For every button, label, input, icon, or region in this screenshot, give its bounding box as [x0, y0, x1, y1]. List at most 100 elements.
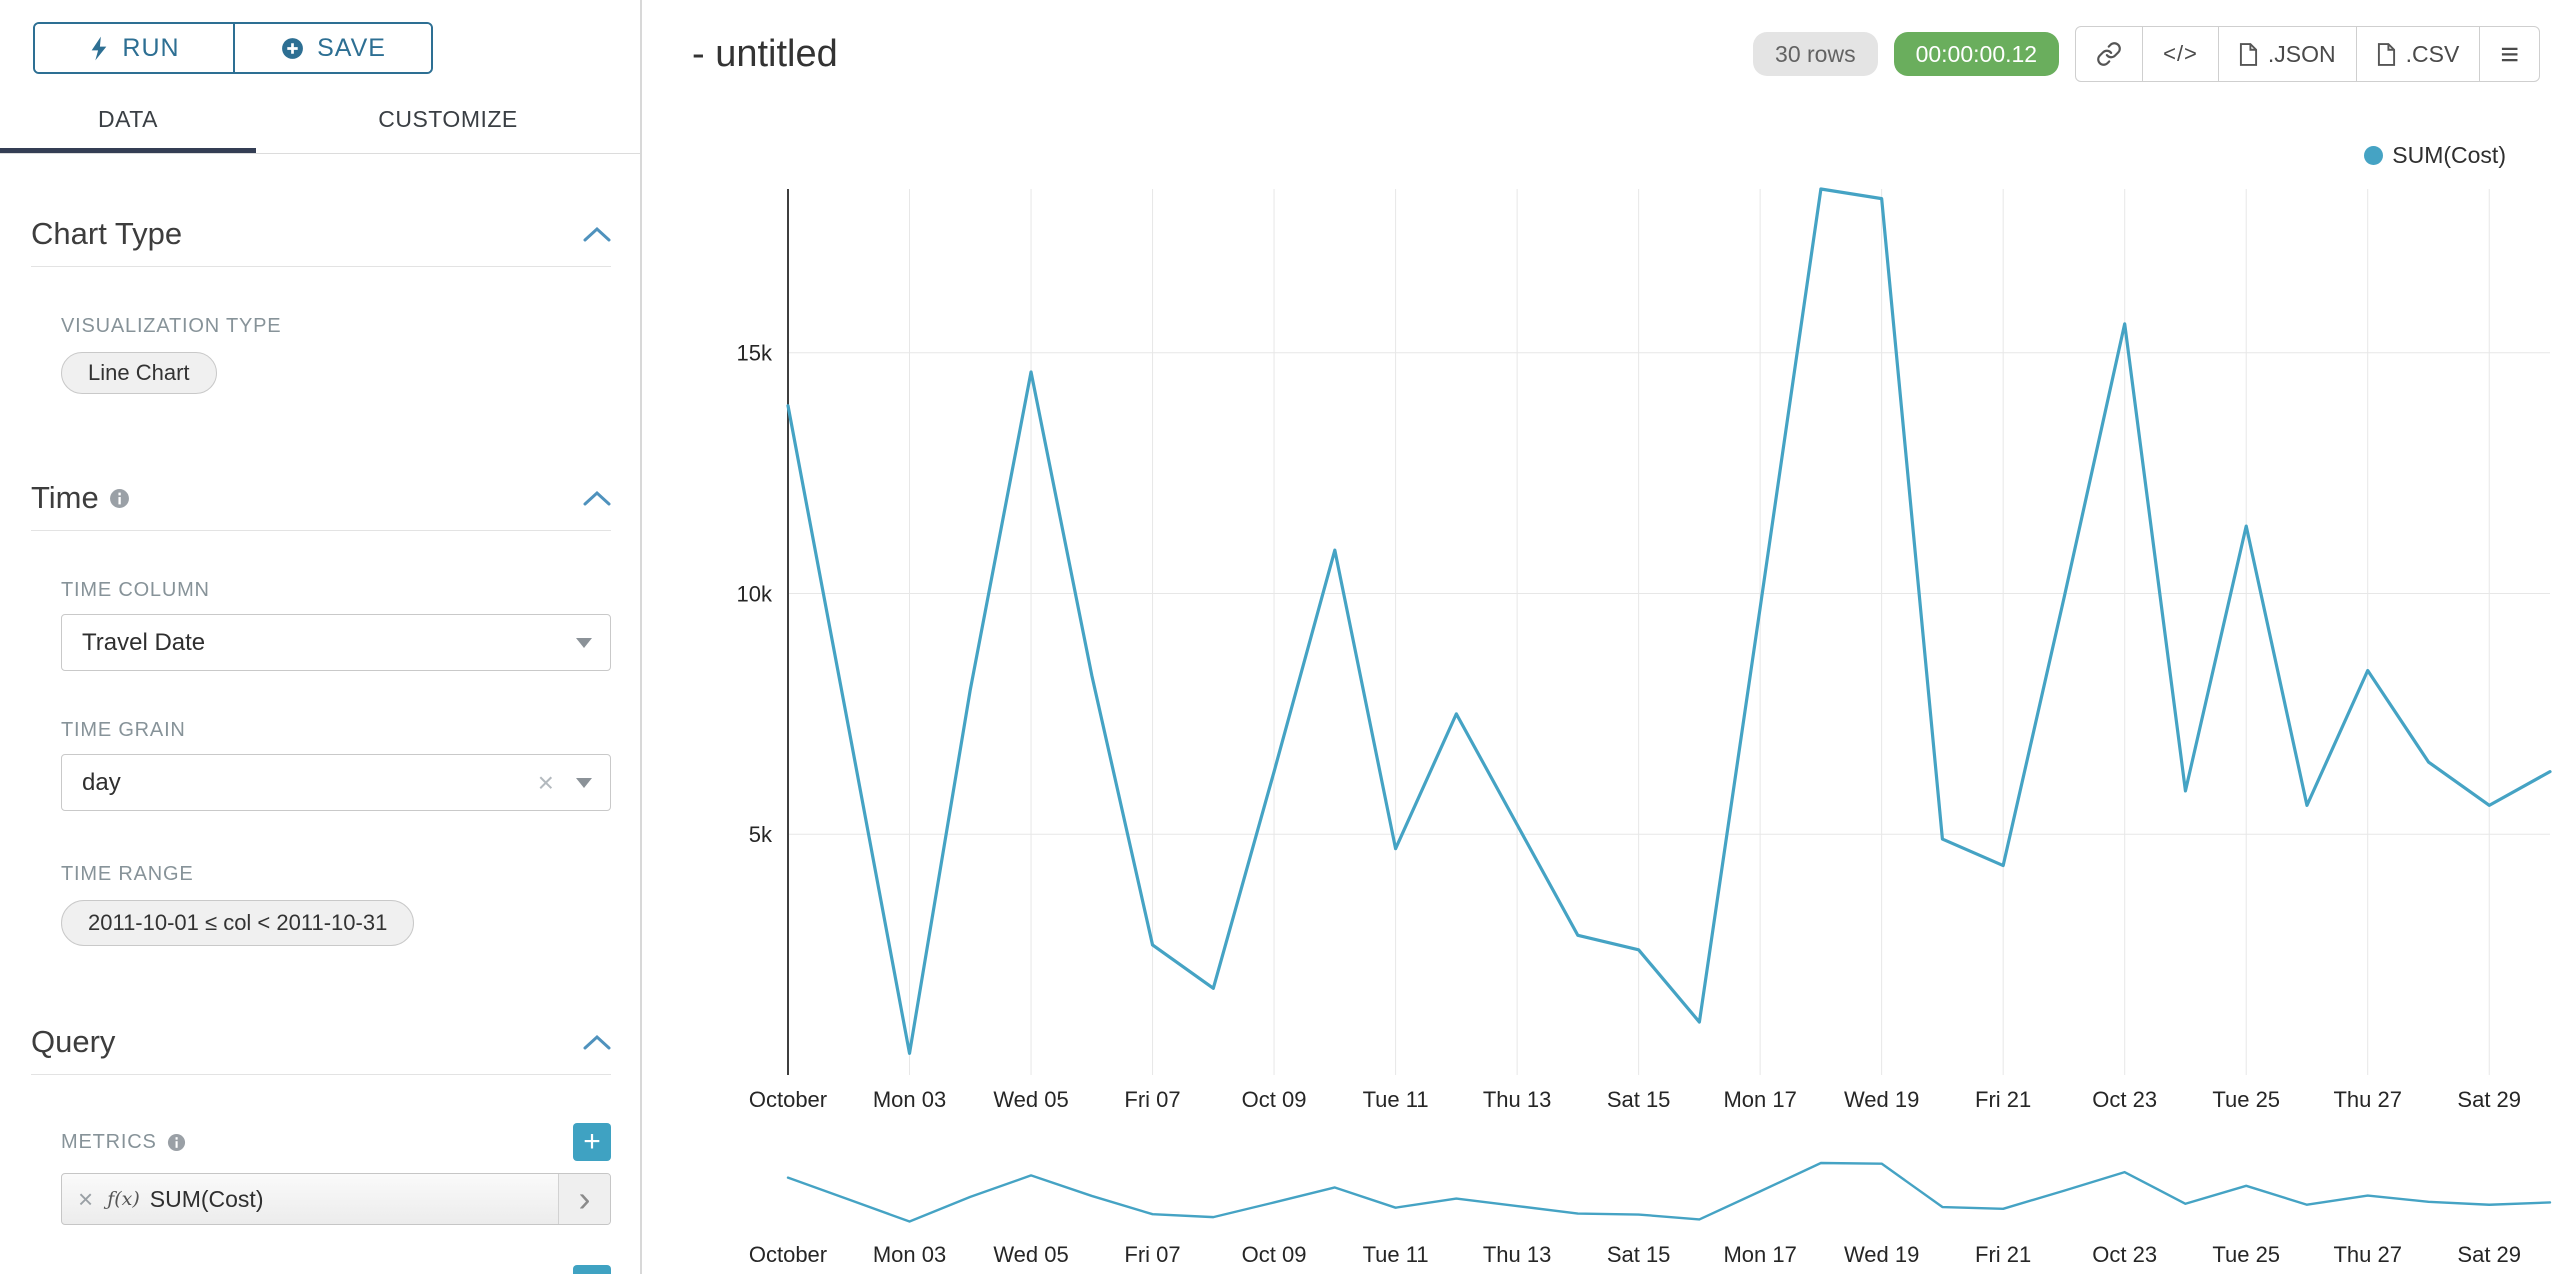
- visualization-type-value[interactable]: Line Chart: [61, 352, 217, 394]
- svg-text:Wed 05: Wed 05: [993, 1087, 1068, 1112]
- time-grain-value: day: [82, 768, 121, 796]
- chevron-down-icon: [576, 637, 592, 648]
- svg-text:Fri 07: Fri 07: [1124, 1242, 1180, 1267]
- legend-dot-icon: [2364, 146, 2384, 165]
- metrics-label: METRICS: [61, 1130, 157, 1153]
- svg-text:Sat 15: Sat 15: [1607, 1087, 1671, 1112]
- svg-text:Wed 19: Wed 19: [1844, 1087, 1919, 1112]
- filters-label-row: FILTERS +: [61, 1265, 611, 1274]
- chevron-down-icon: [576, 777, 592, 788]
- share-link-button[interactable]: [2075, 26, 2144, 82]
- svg-text:Tue 11: Tue 11: [1363, 1242, 1429, 1267]
- chevron-up-icon: [583, 1034, 611, 1051]
- section-chart-type-header[interactable]: Chart Type: [31, 216, 611, 252]
- svg-text:Oct 09: Oct 09: [1242, 1087, 1307, 1112]
- section-title: Time: [31, 480, 99, 515]
- expand-metric-icon[interactable]: ›: [558, 1174, 610, 1224]
- clear-icon[interactable]: ×: [537, 766, 554, 798]
- svg-text:October: October: [749, 1242, 827, 1267]
- svg-text:15k: 15k: [737, 341, 773, 366]
- page-title: - untitled: [692, 32, 838, 75]
- section-title: Chart Type: [31, 216, 183, 251]
- main-line-chart[interactable]: October Mon 03 Wed 05 Fri 07 Oct 09 Tue 11 Thu…: [642, 185, 2576, 1125]
- section-time-header[interactable]: Time: [31, 480, 611, 516]
- save-button[interactable]: SAVE: [233, 24, 431, 72]
- code-icon: </>: [2163, 41, 2198, 66]
- info-icon: [109, 488, 130, 509]
- brush-context-chart[interactable]: October Mon 03 Wed 05 Fri 07 Oct 09 Tue 11 Thu…: [642, 1137, 2576, 1272]
- embed-code-button[interactable]: </>: [2142, 26, 2219, 82]
- fx-icon: ƒ(x): [107, 1188, 140, 1210]
- export-button-group: </> .JSON .CSV ≡: [2075, 26, 2540, 82]
- divider: [31, 266, 611, 267]
- svg-text:Mon 03: Mon 03: [873, 1242, 946, 1267]
- svg-text:Tue 11: Tue 11: [1363, 1087, 1429, 1112]
- svg-text:Fri 21: Fri 21: [1975, 1242, 2031, 1267]
- time-range-value[interactable]: 2011-10-01 ≤ col < 2011-10-31: [61, 900, 415, 946]
- chart-menu-button[interactable]: ≡: [2479, 26, 2540, 82]
- svg-text:Thu 13: Thu 13: [1483, 1087, 1552, 1112]
- metric-name: SUM(Cost): [149, 1185, 264, 1212]
- panel-body: Chart Type VISUALIZATION TYPE Line Chart…: [0, 216, 640, 1274]
- svg-text:Thu 13: Thu 13: [1483, 1242, 1552, 1267]
- run-save-group: RUN SAVE: [33, 22, 433, 74]
- visualization-type-label: VISUALIZATION TYPE: [61, 315, 282, 337]
- query-timer-badge: 00:00:00.12: [1893, 32, 2060, 76]
- bolt-icon: [88, 35, 110, 62]
- svg-text:Tue 25: Tue 25: [2212, 1242, 2280, 1267]
- hamburger-icon: ≡: [2500, 36, 2519, 72]
- svg-text:Sat 29: Sat 29: [2457, 1087, 2521, 1112]
- file-icon: [2239, 42, 2258, 66]
- svg-text:10k: 10k: [737, 581, 773, 606]
- legend-label: SUM(Cost): [2392, 142, 2506, 168]
- add-metric-button[interactable]: +: [573, 1123, 611, 1161]
- svg-text:Mon 17: Mon 17: [1723, 1087, 1796, 1112]
- time-column-select[interactable]: Travel Date: [61, 614, 611, 671]
- svg-text:Sat 29: Sat 29: [2457, 1242, 2521, 1267]
- add-filter-button[interactable]: +: [573, 1265, 611, 1274]
- time-range-label: TIME RANGE: [61, 863, 194, 885]
- metric-pill[interactable]: × ƒ(x) SUM(Cost) ›: [61, 1173, 611, 1225]
- svg-text:Tue 25: Tue 25: [2212, 1087, 2280, 1112]
- tab-customize[interactable]: CUSTOMIZE: [378, 106, 518, 132]
- time-column-value: Travel Date: [82, 628, 206, 656]
- plus-circle-icon: [280, 36, 305, 61]
- chart-header: - untitled 30 rows 00:00:00.12 </: [642, 0, 2576, 82]
- file-icon: [2377, 42, 2396, 66]
- chevron-up-icon: [583, 226, 611, 243]
- divider: [31, 530, 611, 531]
- svg-text:5k: 5k: [749, 822, 773, 847]
- info-icon: [167, 1133, 186, 1152]
- chart-area: - untitled 30 rows 00:00:00.12 </: [642, 0, 2576, 1274]
- tab-data[interactable]: DATA: [0, 90, 256, 153]
- section-query-header[interactable]: Query: [31, 1024, 611, 1060]
- panel-tabs: DATA CUSTOMIZE: [0, 90, 640, 154]
- export-json-button[interactable]: .JSON: [2217, 26, 2357, 82]
- save-label: SAVE: [317, 33, 386, 62]
- metrics-label-row: METRICS +: [61, 1123, 611, 1161]
- chevron-up-icon: [583, 490, 611, 507]
- export-csv-button[interactable]: .CSV: [2355, 26, 2481, 82]
- svg-text:Wed 19: Wed 19: [1844, 1242, 1919, 1267]
- section-title: Query: [31, 1024, 116, 1059]
- divider: [31, 1074, 611, 1075]
- filters-label: FILTERS: [61, 1273, 147, 1274]
- run-label: RUN: [122, 33, 180, 62]
- control-panel: RUN SAVE DATA CUSTOMIZE Chart Type: [0, 0, 642, 1274]
- svg-text:Fri 21: Fri 21: [1975, 1087, 2031, 1112]
- remove-metric-icon[interactable]: ×: [78, 1183, 94, 1214]
- row-count-badge: 30 rows: [1753, 32, 1878, 76]
- svg-text:Oct 23: Oct 23: [2092, 1087, 2157, 1112]
- svg-text:October: October: [749, 1087, 827, 1112]
- svg-text:Mon 03: Mon 03: [873, 1087, 946, 1112]
- svg-text:Sat 15: Sat 15: [1607, 1242, 1671, 1267]
- svg-text:Oct 23: Oct 23: [2092, 1242, 2157, 1267]
- svg-text:Mon 17: Mon 17: [1723, 1242, 1796, 1267]
- run-button[interactable]: RUN: [35, 24, 233, 72]
- json-label: .JSON: [2267, 40, 2336, 67]
- svg-text:Thu 27: Thu 27: [2333, 1242, 2402, 1267]
- time-grain-select[interactable]: day ×: [61, 754, 611, 811]
- legend-item[interactable]: SUM(Cost): [642, 142, 2576, 169]
- csv-label: .CSV: [2405, 40, 2460, 67]
